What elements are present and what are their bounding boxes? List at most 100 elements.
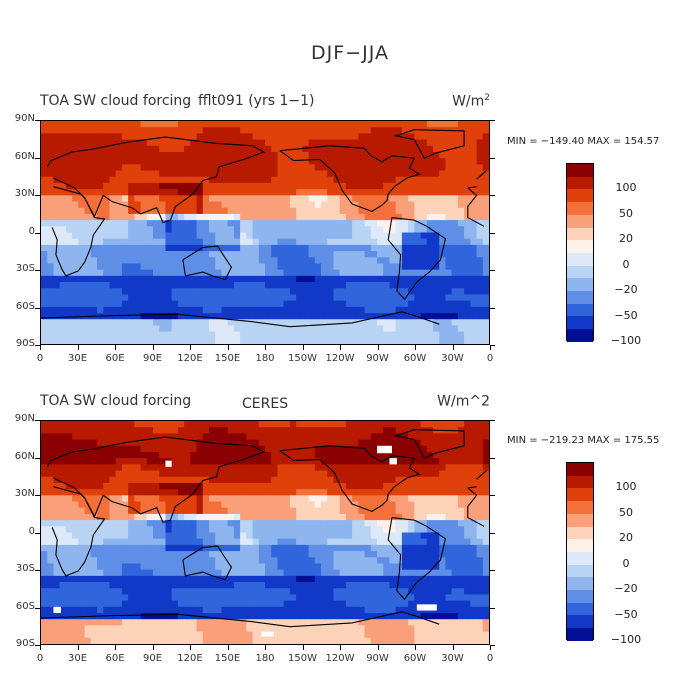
colorbar-level	[567, 564, 593, 578]
colorbar-label: −50	[614, 607, 638, 621]
colorbar-level	[567, 551, 593, 565]
colorbar-level	[567, 463, 593, 476]
colorbar-label: −20	[614, 283, 638, 297]
colorbar-label: −100	[610, 334, 642, 347]
lon-label: 90W	[366, 653, 389, 664]
colorbar-level	[567, 475, 593, 489]
colorbar-level	[567, 265, 593, 279]
lat-label: 30S	[15, 263, 35, 274]
lon-label: 30W	[441, 653, 464, 664]
lon-label: 150E	[214, 353, 241, 364]
coastline	[41, 611, 440, 628]
lon-label: 60W	[403, 353, 427, 364]
colorbar-level	[567, 329, 593, 342]
colorbar-level	[567, 513, 593, 527]
lon-label: 0	[36, 353, 44, 364]
coastline	[182, 545, 233, 581]
colorbar-label: 0	[622, 257, 630, 271]
colorbar-level	[567, 227, 593, 241]
panel-top-map	[40, 120, 490, 345]
lat-label: 90N	[14, 113, 35, 124]
colorbar-level	[567, 202, 593, 215]
colorbar-level	[567, 303, 593, 317]
lon-label: 120E	[177, 353, 203, 364]
colorbar-label: 50	[619, 206, 633, 220]
panel-bottom-map	[40, 420, 490, 645]
panel-top-map-svg	[41, 121, 489, 344]
lat-label: 90S	[15, 338, 35, 349]
figure-title: DJF−JJA	[311, 42, 389, 64]
lon-label: 60E	[105, 353, 125, 364]
coastline	[393, 429, 465, 459]
panel-top-field-title: TOA SW cloud forcing	[40, 93, 192, 109]
colorbar-label: −50	[614, 308, 638, 322]
coastline	[46, 136, 487, 224]
panel-top-case-label: fflt091 (yrs 1−1)	[198, 93, 315, 109]
missing-data-patch	[165, 460, 172, 467]
panel-bottom-units: W/m^2	[437, 393, 490, 410]
lon-label: 150W	[288, 653, 317, 664]
coastline	[41, 311, 440, 328]
coastline	[387, 517, 447, 601]
colorbar-level	[567, 278, 593, 292]
colorbar-label: 100	[615, 181, 637, 195]
colorbar-label: −20	[614, 582, 638, 596]
lon-label: 90W	[366, 353, 389, 364]
colorbar-label: −100	[610, 633, 642, 646]
missing-data-patch	[416, 604, 437, 611]
lon-label: 120W	[325, 353, 355, 364]
lat-label: 60S	[15, 300, 35, 312]
colorbar-level	[567, 176, 593, 190]
colorbar-level	[567, 628, 593, 641]
panel-top-colorbar	[566, 163, 594, 342]
panel-bottom-colorbar	[566, 462, 594, 641]
colorbar-label: 20	[619, 531, 633, 545]
colorbar-level	[567, 189, 593, 203]
missing-data-patch	[261, 631, 274, 637]
panel-top-units: W/m2	[452, 93, 490, 110]
coastline	[182, 245, 233, 281]
lat-label: 30S	[15, 563, 35, 574]
missing-data-patch	[377, 445, 392, 454]
lon-label: 30E	[67, 653, 88, 664]
colorbar-level	[567, 501, 593, 514]
lon-label: 120W	[325, 653, 355, 664]
lat-label: 0	[28, 225, 35, 237]
lon-label: 180	[255, 653, 275, 664]
lon-label: 90E	[142, 653, 163, 664]
lat-label: 0	[28, 525, 35, 537]
lon-label: 120E	[177, 653, 203, 664]
colorbar-level	[567, 240, 593, 253]
lon-label: 0	[36, 653, 44, 664]
colorbar-level	[567, 291, 593, 304]
colorbar-level	[567, 615, 593, 629]
lon-label: 60W	[403, 653, 427, 664]
colorbar-level	[567, 316, 593, 330]
colorbar-level	[567, 526, 593, 540]
lon-label: 0	[486, 353, 494, 364]
coastline	[393, 129, 465, 159]
lon-label: 30W	[441, 353, 464, 364]
colorbar-level	[567, 214, 593, 228]
lat-label: 90S	[15, 638, 35, 649]
lon-label: 180	[255, 353, 275, 364]
colorbar-level	[567, 164, 593, 177]
coastline	[279, 145, 421, 213]
panel-bottom-map-svg	[41, 421, 489, 644]
colorbar-level	[567, 577, 593, 591]
lon-label: 0	[486, 653, 494, 664]
lat-label: 90N	[14, 413, 35, 424]
colorbar-level	[567, 252, 593, 266]
lon-label: 30E	[67, 353, 88, 364]
missing-data-patch	[389, 458, 397, 465]
coastline	[387, 217, 447, 301]
coastline	[279, 445, 421, 513]
colorbar-level	[567, 590, 593, 603]
lat-label: 60N	[14, 150, 35, 162]
panel-bottom-field-title: TOA SW cloud forcing	[40, 393, 192, 409]
colorbar-level	[567, 539, 593, 552]
colorbar-level	[567, 488, 593, 502]
colorbar-level	[567, 602, 593, 616]
panel-bottom-case-label: CERES	[242, 396, 289, 412]
colorbar-label: 0	[622, 556, 630, 570]
